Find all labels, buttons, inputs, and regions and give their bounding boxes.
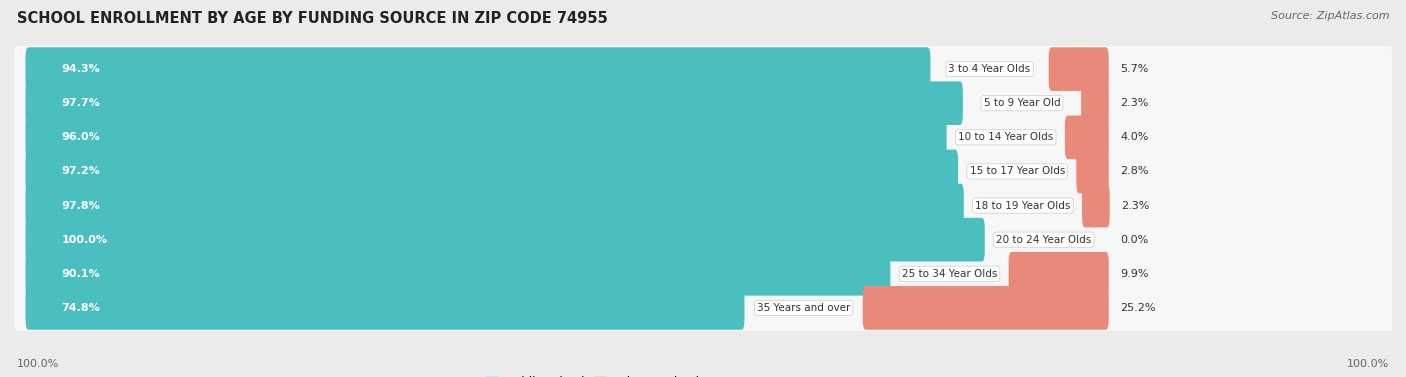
Text: 2.3%: 2.3% bbox=[1121, 201, 1150, 211]
Text: 100.0%: 100.0% bbox=[62, 234, 108, 245]
Text: 100.0%: 100.0% bbox=[1347, 359, 1389, 369]
Text: 100.0%: 100.0% bbox=[17, 359, 59, 369]
FancyBboxPatch shape bbox=[25, 252, 890, 296]
Text: 5.7%: 5.7% bbox=[1121, 64, 1149, 74]
Text: 3 to 4 Year Olds: 3 to 4 Year Olds bbox=[949, 64, 1031, 74]
FancyBboxPatch shape bbox=[1008, 252, 1109, 296]
FancyBboxPatch shape bbox=[25, 150, 957, 193]
FancyBboxPatch shape bbox=[14, 114, 1393, 161]
Text: 96.0%: 96.0% bbox=[62, 132, 100, 143]
Text: 74.8%: 74.8% bbox=[62, 303, 100, 313]
FancyBboxPatch shape bbox=[14, 182, 1393, 229]
Text: 18 to 19 Year Olds: 18 to 19 Year Olds bbox=[976, 201, 1070, 211]
FancyBboxPatch shape bbox=[25, 81, 963, 125]
Text: 4.0%: 4.0% bbox=[1121, 132, 1149, 143]
Text: 9.9%: 9.9% bbox=[1121, 269, 1149, 279]
Text: 90.1%: 90.1% bbox=[62, 269, 100, 279]
Legend: Public School, Private School: Public School, Private School bbox=[486, 376, 700, 377]
Text: 25.2%: 25.2% bbox=[1121, 303, 1156, 313]
FancyBboxPatch shape bbox=[14, 46, 1393, 92]
FancyBboxPatch shape bbox=[1064, 115, 1109, 159]
FancyBboxPatch shape bbox=[25, 184, 963, 227]
FancyBboxPatch shape bbox=[14, 148, 1393, 195]
Text: Source: ZipAtlas.com: Source: ZipAtlas.com bbox=[1271, 11, 1389, 21]
FancyBboxPatch shape bbox=[1049, 47, 1109, 91]
FancyBboxPatch shape bbox=[25, 115, 946, 159]
FancyBboxPatch shape bbox=[14, 251, 1393, 297]
Text: 5 to 9 Year Old: 5 to 9 Year Old bbox=[984, 98, 1060, 108]
Text: SCHOOL ENROLLMENT BY AGE BY FUNDING SOURCE IN ZIP CODE 74955: SCHOOL ENROLLMENT BY AGE BY FUNDING SOUR… bbox=[17, 11, 607, 26]
Text: 15 to 17 Year Olds: 15 to 17 Year Olds bbox=[970, 166, 1064, 176]
FancyBboxPatch shape bbox=[25, 47, 931, 91]
Text: 2.8%: 2.8% bbox=[1121, 166, 1149, 176]
FancyBboxPatch shape bbox=[863, 286, 1109, 330]
Text: 97.8%: 97.8% bbox=[62, 201, 100, 211]
FancyBboxPatch shape bbox=[1077, 150, 1109, 193]
Text: 10 to 14 Year Olds: 10 to 14 Year Olds bbox=[957, 132, 1053, 143]
Text: 2.3%: 2.3% bbox=[1121, 98, 1149, 108]
Text: 25 to 34 Year Olds: 25 to 34 Year Olds bbox=[901, 269, 997, 279]
Text: 97.7%: 97.7% bbox=[62, 98, 100, 108]
Text: 0.0%: 0.0% bbox=[1121, 234, 1149, 245]
Text: 94.3%: 94.3% bbox=[62, 64, 100, 74]
FancyBboxPatch shape bbox=[1081, 81, 1109, 125]
Text: 20 to 24 Year Olds: 20 to 24 Year Olds bbox=[997, 234, 1091, 245]
Text: 97.2%: 97.2% bbox=[62, 166, 100, 176]
FancyBboxPatch shape bbox=[25, 218, 984, 262]
FancyBboxPatch shape bbox=[14, 285, 1393, 331]
FancyBboxPatch shape bbox=[25, 286, 745, 330]
Text: 35 Years and over: 35 Years and over bbox=[756, 303, 851, 313]
FancyBboxPatch shape bbox=[14, 216, 1393, 263]
FancyBboxPatch shape bbox=[1083, 184, 1109, 227]
FancyBboxPatch shape bbox=[14, 80, 1393, 126]
